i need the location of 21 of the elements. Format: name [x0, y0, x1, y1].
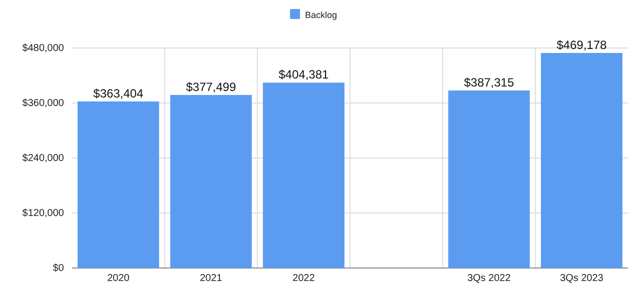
x-tick-label: 3Qs 2022 [467, 273, 512, 284]
bar [448, 90, 530, 268]
data-label: $387,315 [464, 75, 514, 90]
bar [262, 82, 344, 268]
x-tick-label: 2020 [107, 273, 130, 284]
y-tick-label: $120,000 [22, 208, 64, 220]
y-tick-label: $0 [52, 263, 64, 274]
x-tick-label: 3Qs 2023 [560, 273, 604, 284]
y-tick-label: $480,000 [22, 43, 64, 54]
data-label: $404,381 [278, 68, 330, 82]
data-label: $469,178 [556, 38, 608, 52]
data-label: $363,404 [93, 86, 144, 100]
bar [540, 52, 622, 268]
x-tick-label: 2021 [200, 273, 223, 284]
bar [170, 94, 252, 268]
bar [78, 101, 160, 268]
y-tick-label: $360,000 [22, 98, 64, 110]
y-tick-label: $240,000 [22, 153, 64, 164]
legend-label: Backlog [305, 10, 338, 20]
x-tick-label: 2022 [292, 273, 316, 284]
data-label: $377,499 [186, 80, 236, 94]
